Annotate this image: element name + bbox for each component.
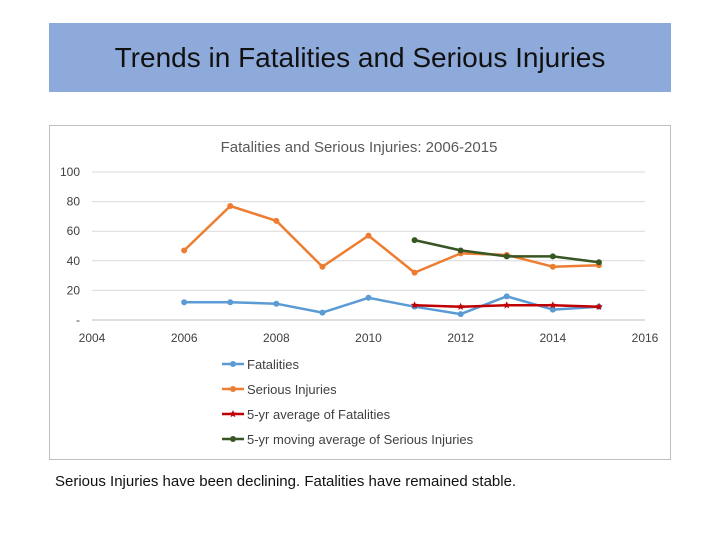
y-tick-label: 40 — [67, 254, 81, 268]
data-point — [456, 302, 465, 310]
x-tick-label: 2012 — [447, 331, 474, 345]
data-point — [273, 217, 280, 224]
data-point — [365, 232, 372, 239]
data-point — [549, 253, 556, 260]
data-point — [365, 294, 372, 301]
y-tick-label: 100 — [60, 165, 80, 179]
y-tick-label: 80 — [67, 195, 81, 209]
legend-label: Fatalities — [247, 357, 300, 372]
data-point — [549, 306, 556, 313]
data-point — [411, 269, 418, 276]
legend-label: Serious Injuries — [247, 382, 337, 397]
x-tick-label: 2010 — [355, 331, 382, 345]
slide-caption: Serious Injuries have been declining. Fa… — [55, 473, 517, 490]
y-tick-label: 20 — [67, 283, 81, 297]
series-line-1 — [184, 295, 599, 316]
legend-marker — [230, 436, 236, 442]
data-point — [595, 302, 603, 310]
y-tick-label: - — [76, 313, 80, 327]
x-tick-label: 2006 — [171, 331, 198, 345]
chart-frame — [49, 125, 671, 460]
data-point — [457, 311, 464, 318]
slide-title: Trends in Fatalities and Serious Injurie… — [114, 41, 606, 73]
x-tick-label: 2004 — [79, 331, 106, 345]
data-point — [273, 300, 280, 307]
data-point — [181, 299, 188, 306]
x-tick-label: 2016 — [632, 331, 659, 345]
data-point — [503, 253, 510, 260]
chart-title: Fatalities and Serious Injuries: 2006-20… — [221, 139, 498, 156]
slide-title-bar: Trends in Fatalities and Serious Injurie… — [49, 23, 671, 92]
data-point — [595, 259, 602, 266]
x-tick-label: 2014 — [539, 331, 566, 345]
data-point — [227, 203, 234, 210]
data-point — [549, 263, 556, 270]
data-point — [502, 301, 511, 309]
x-tick-label: 2008 — [263, 331, 290, 345]
data-point — [410, 301, 419, 309]
data-point — [319, 263, 326, 270]
legend-label: 5-yr average of Fatalities — [247, 407, 391, 422]
data-point — [181, 247, 188, 254]
y-tick-label: 60 — [67, 224, 81, 238]
series-line-2 — [183, 204, 599, 274]
data-point — [227, 299, 234, 306]
data-point — [411, 237, 418, 244]
data-point — [457, 247, 464, 254]
data-point — [503, 293, 510, 300]
legend-marker — [230, 386, 236, 392]
legend-marker — [230, 361, 236, 367]
legend-label: 5-yr moving average of Serious Injuries — [247, 432, 474, 447]
legend-marker — [229, 410, 237, 418]
data-point — [549, 301, 557, 309]
data-point — [319, 309, 326, 316]
